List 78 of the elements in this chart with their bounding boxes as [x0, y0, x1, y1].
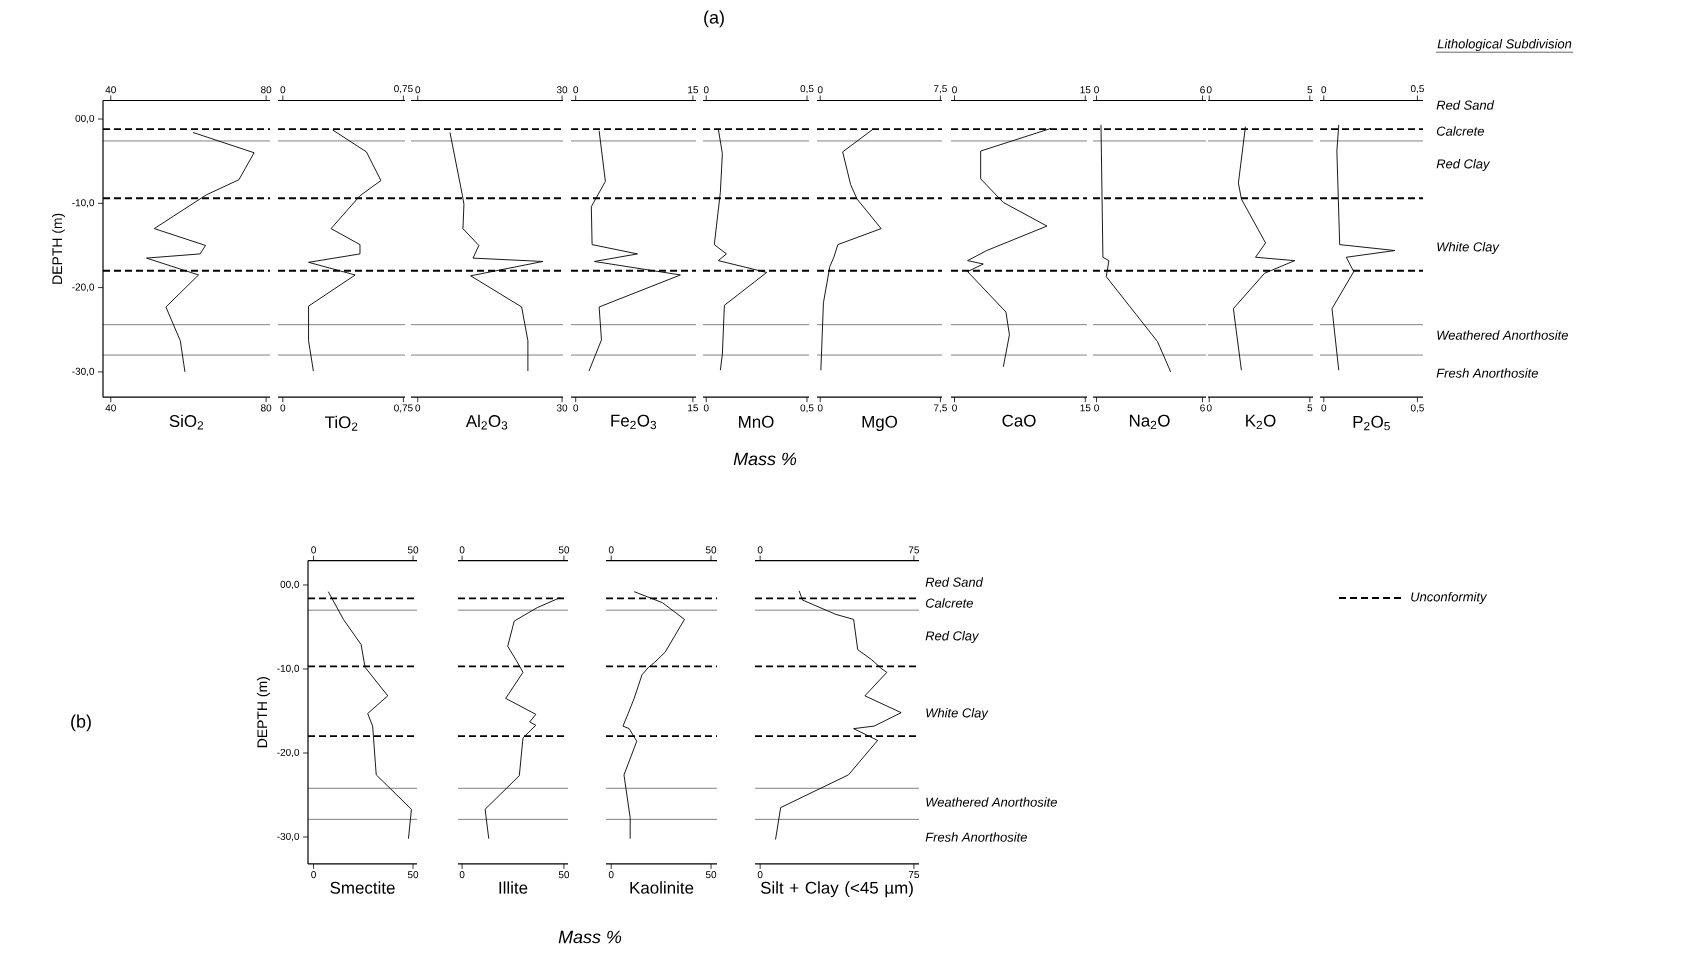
y-tick-label: -30,0: [277, 832, 300, 842]
x-axis-title: Al$_{2}$O$_{3}$: [465, 414, 508, 430]
x2-tick-label: 0: [311, 546, 316, 554]
y-tick-label: -10,0: [277, 664, 300, 674]
y-tick-label: 00,0: [75, 114, 95, 124]
y-tick-label: -20,0: [72, 283, 95, 292]
x-tick-label: 0: [1321, 86, 1327, 94]
x-tick-label: 0: [817, 86, 823, 94]
x-tick-label: 6: [1200, 404, 1205, 412]
x-axis-title: MnO: [739, 415, 774, 428]
text: Calcrete: [1436, 126, 1484, 136]
text: Fresh Anorthosite: [925, 832, 1027, 842]
x-tick-label: 0,75: [394, 85, 413, 94]
x-tick-label: 0: [757, 871, 763, 879]
x2-tick-label: 0: [459, 546, 465, 554]
x-axis-title: CaO: [1002, 414, 1036, 427]
x-tick-label: 50: [407, 871, 419, 879]
x-axis-title: Kaolinite: [630, 881, 694, 894]
text: Unconformity: [1411, 591, 1488, 605]
text: White Clay: [1437, 241, 1500, 255]
x-tick-label: 50: [705, 871, 717, 879]
x2-tick-label: 75: [908, 546, 920, 554]
x-tick-label: 0: [952, 404, 957, 412]
text: Mass %: [733, 452, 797, 466]
x-tick-label: 0: [1094, 404, 1099, 412]
y-tick-label: -20,0: [277, 748, 300, 758]
text: Mass %: [558, 930, 622, 944]
x-tick-label: 15: [1080, 404, 1091, 412]
text: Red Clay: [925, 630, 980, 644]
x-axis-title: Smectite: [330, 881, 395, 894]
x-tick-label: 0: [1206, 404, 1212, 412]
text: (a): [704, 10, 724, 28]
text: (b): [71, 714, 91, 732]
x2-tick-label: 50: [407, 546, 419, 554]
text: Calcrete: [925, 598, 973, 608]
x-tick-label: 0: [415, 404, 421, 412]
x-tick-label: 0: [280, 86, 286, 94]
x-tick-label: 7,5: [934, 85, 947, 94]
x-tick-label: 0,5: [1410, 85, 1424, 94]
y-tick-label: 00,0: [280, 580, 300, 590]
y-axis-title: DEPTH (m): [256, 677, 270, 748]
x-tick-label: 30: [556, 404, 568, 412]
x-tick-label: 0,5: [800, 85, 814, 94]
x-tick-label: 0: [703, 86, 709, 94]
x-tick-label: 80: [261, 404, 272, 412]
x2-tick-label: 0: [608, 546, 614, 554]
x-axis-title: K$_{2}$O: [1246, 414, 1276, 430]
y-tick-label: -10,0: [72, 199, 95, 208]
text: Red Sand: [1436, 100, 1495, 110]
x-tick-label: 5: [1307, 404, 1313, 412]
x-axis-title: MgO: [862, 415, 898, 432]
x-tick-label: 50: [558, 871, 570, 879]
x-axis-title: Illite: [499, 881, 528, 894]
x-tick-label: 0: [573, 404, 579, 412]
x-tick-label: 0: [311, 871, 316, 879]
x2-tick-label: 50: [558, 546, 570, 554]
x-tick-label: 40: [105, 404, 116, 412]
x-tick-label: 15: [688, 404, 699, 412]
text: Lithological Subdivision: [1437, 38, 1572, 51]
text: White Clay: [926, 707, 989, 721]
y-axis-title: DEPTH (m): [51, 213, 65, 284]
y-tick-label: -30,0: [72, 367, 95, 377]
x-axis-title: Silt + Clay (<45 µm): [760, 881, 913, 898]
x-axis-title: TiO$_{2}$: [325, 415, 358, 431]
x-tick-label: 0: [459, 871, 465, 879]
text: Weathered Anorthosite: [926, 797, 1057, 807]
x2-tick-label: 50: [705, 546, 717, 554]
text: Weathered Anorthosite: [1437, 330, 1568, 340]
x-tick-label: 0: [608, 871, 614, 879]
text: Fresh Anorthosite: [1436, 368, 1538, 378]
x-axis-title: Fe$_{2}$O$_{3}$: [611, 414, 657, 430]
text: Red Sand: [925, 577, 984, 587]
x2-tick-label: 0: [757, 546, 763, 554]
x-axis-title: P$_{2}$O$_{5}$: [1353, 415, 1390, 431]
x-axis-title: SiO$_{2}$: [169, 414, 204, 430]
x-tick-label: 75: [908, 871, 920, 879]
text: Red Clay: [1436, 158, 1491, 172]
x-axis-title: Na$_{2}$O: [1129, 414, 1170, 430]
